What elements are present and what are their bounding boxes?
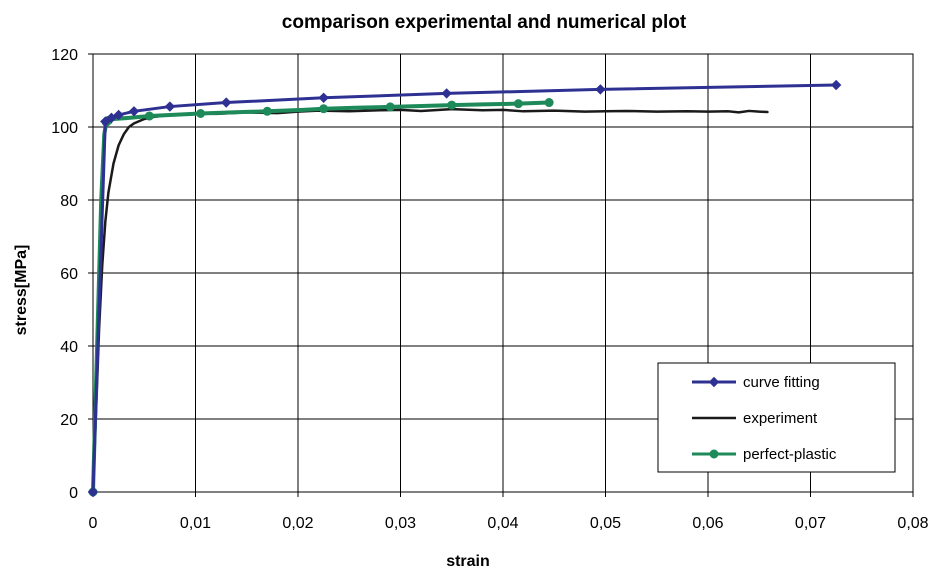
y-tick-label-1: 20 [60, 412, 78, 429]
y-tick-label-0: 0 [69, 485, 78, 502]
legend-marker-perfect-plastic [709, 449, 719, 459]
point-curve-fitting-8 [441, 88, 452, 99]
x-axis-ticks: 0 0,01 0,02 0,03 0,04 0,05 0,06 0,07 0,08 [89, 492, 929, 532]
x-tick-label-4: 0,04 [487, 515, 518, 532]
x-tick-label-7: 0,07 [795, 515, 826, 532]
point-perfect-plastic-9 [144, 111, 154, 121]
point-curve-fitting-1 [100, 116, 111, 127]
point-curve-fitting-6 [221, 97, 232, 108]
chart-title: comparison experimental and numerical pl… [282, 12, 687, 33]
point-curve-fitting-4 [128, 106, 140, 117]
point-curve-fitting-3 [113, 109, 124, 121]
x-axis-label: strain [446, 553, 490, 570]
x-tick-label-8: 0,08 [897, 515, 928, 532]
point-perfect-plastic-11 [196, 108, 206, 118]
point-perfect-plastic-13 [262, 106, 272, 116]
x-tick-label-5: 0,05 [590, 515, 621, 532]
series-layer [87, 79, 842, 498]
legend-label-curve-fitting: curve fitting [743, 374, 820, 391]
point-perfect-plastic-19 [447, 100, 457, 110]
point-curve-fitting-9 [595, 84, 606, 95]
point-curve-fitting-0 [87, 486, 99, 498]
legend-label-perfect-plastic: perfect-plastic [743, 446, 837, 463]
y-axis-ticks: 0 20 40 60 80 100 120 [51, 47, 93, 502]
point-curve-fitting-10 [830, 79, 842, 91]
point-curve-fitting-2 [106, 112, 117, 124]
point-perfect-plastic-17 [385, 102, 395, 112]
legend-item-experiment: experiment [692, 410, 818, 427]
point-perfect-plastic-15 [319, 104, 329, 114]
x-tick-label-1: 0,01 [180, 515, 211, 532]
series-experiment [91, 107, 769, 494]
x-tick-label-6: 0,06 [692, 515, 723, 532]
x-tick-label-2: 0,02 [282, 515, 313, 532]
y-tick-label-5: 100 [51, 120, 78, 137]
y-tick-label-3: 60 [60, 266, 78, 283]
series-perfect-plastic [88, 98, 554, 497]
y-axis-label: stress[MPa] [13, 245, 30, 336]
legend: curve fitting experiment perfect-plastic [657, 362, 896, 473]
y-tick-label-2: 40 [60, 339, 78, 356]
x-tick-label-3: 0,03 [385, 515, 416, 532]
series-line-experiment [91, 107, 769, 494]
legend-item-curve-fitting: curve fitting [692, 374, 820, 391]
series-line-perfect-plastic [91, 100, 552, 494]
point-curve-fitting-7 [318, 92, 329, 104]
legend-marker-curve-fitting [708, 376, 720, 388]
point-perfect-plastic-21 [513, 99, 523, 109]
legend-item-perfect-plastic: perfect-plastic [692, 446, 837, 463]
x-tick-label-0: 0 [89, 515, 98, 532]
series-curve-fitting [87, 79, 842, 498]
y-tick-label-4: 80 [60, 193, 78, 210]
y-tick-label-6: 120 [51, 47, 78, 64]
point-perfect-plastic-22 [544, 98, 554, 108]
point-curve-fitting-5 [164, 101, 176, 112]
legend-label-experiment: experiment [743, 410, 818, 427]
